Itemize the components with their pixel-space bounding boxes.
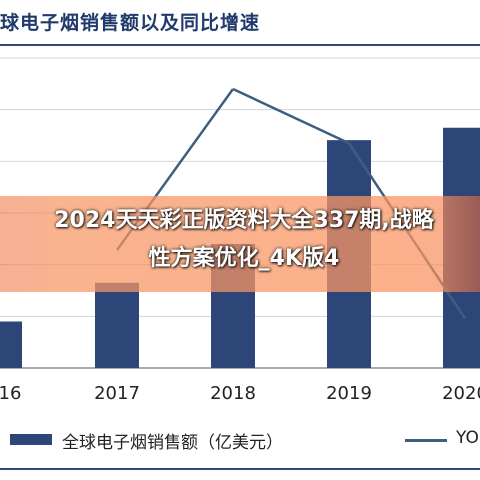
x-tick-label: 2020	[442, 383, 480, 404]
overlay-banner-text: 2024天天彩正版资料大全337期,战略性方案优化_4K版4	[54, 208, 434, 271]
bar	[95, 282, 139, 368]
chart-title: 球电子烟销售额以及同比增速	[0, 12, 261, 34]
x-tick-label: 2017	[94, 383, 140, 404]
legend: 全球电子烟销售额（亿美元） YO	[0, 424, 480, 460]
x-tick-label: 2019	[326, 383, 372, 404]
legend-line-swatch	[405, 439, 447, 442]
legend-line-label: YO	[456, 428, 479, 448]
legend-bar-label: 全球电子烟销售额（亿美元）	[62, 433, 283, 453]
bottom-rule	[0, 468, 480, 470]
x-tick-label: 16	[0, 383, 21, 404]
title-rule	[0, 44, 480, 46]
bar	[0, 321, 22, 368]
overlay-banner	[0, 196, 480, 292]
legend-bar-swatch	[10, 434, 52, 445]
x-tick-label: 2018	[210, 383, 256, 404]
